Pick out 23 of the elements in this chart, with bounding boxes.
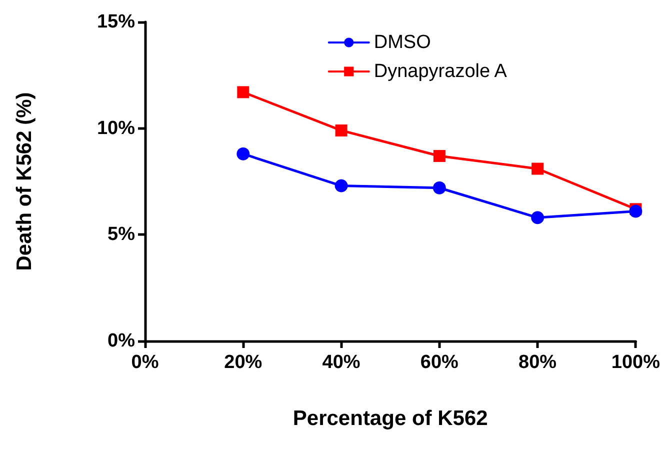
point [532, 162, 544, 175]
x-axis-title: Percentage of K562 [292, 407, 488, 430]
point [335, 124, 348, 136]
x-tick-label: 100% [611, 352, 660, 373]
point [236, 147, 250, 160]
x-tick-label: 20% [224, 352, 262, 373]
x-tick-label: 60% [420, 352, 459, 373]
point [237, 86, 250, 98]
y-tick-label: 5% [108, 224, 136, 246]
legend-label: Dynapyrazole A [374, 61, 508, 82]
point [433, 150, 446, 162]
y-tick-label: 10% [96, 118, 136, 139]
x-tick-label: 0% [131, 352, 159, 373]
y-tick-label: 0% [108, 330, 136, 352]
x-tick-label: 40% [322, 352, 360, 373]
legend-label: DMSO [374, 32, 431, 53]
y-axis-title: Death of K562 (%) [13, 92, 36, 271]
point [334, 179, 348, 192]
y-tick-label: 15% [96, 12, 136, 32]
point [629, 204, 642, 218]
x-tick-label: 80% [518, 352, 557, 373]
point [432, 181, 446, 194]
point [531, 211, 544, 224]
